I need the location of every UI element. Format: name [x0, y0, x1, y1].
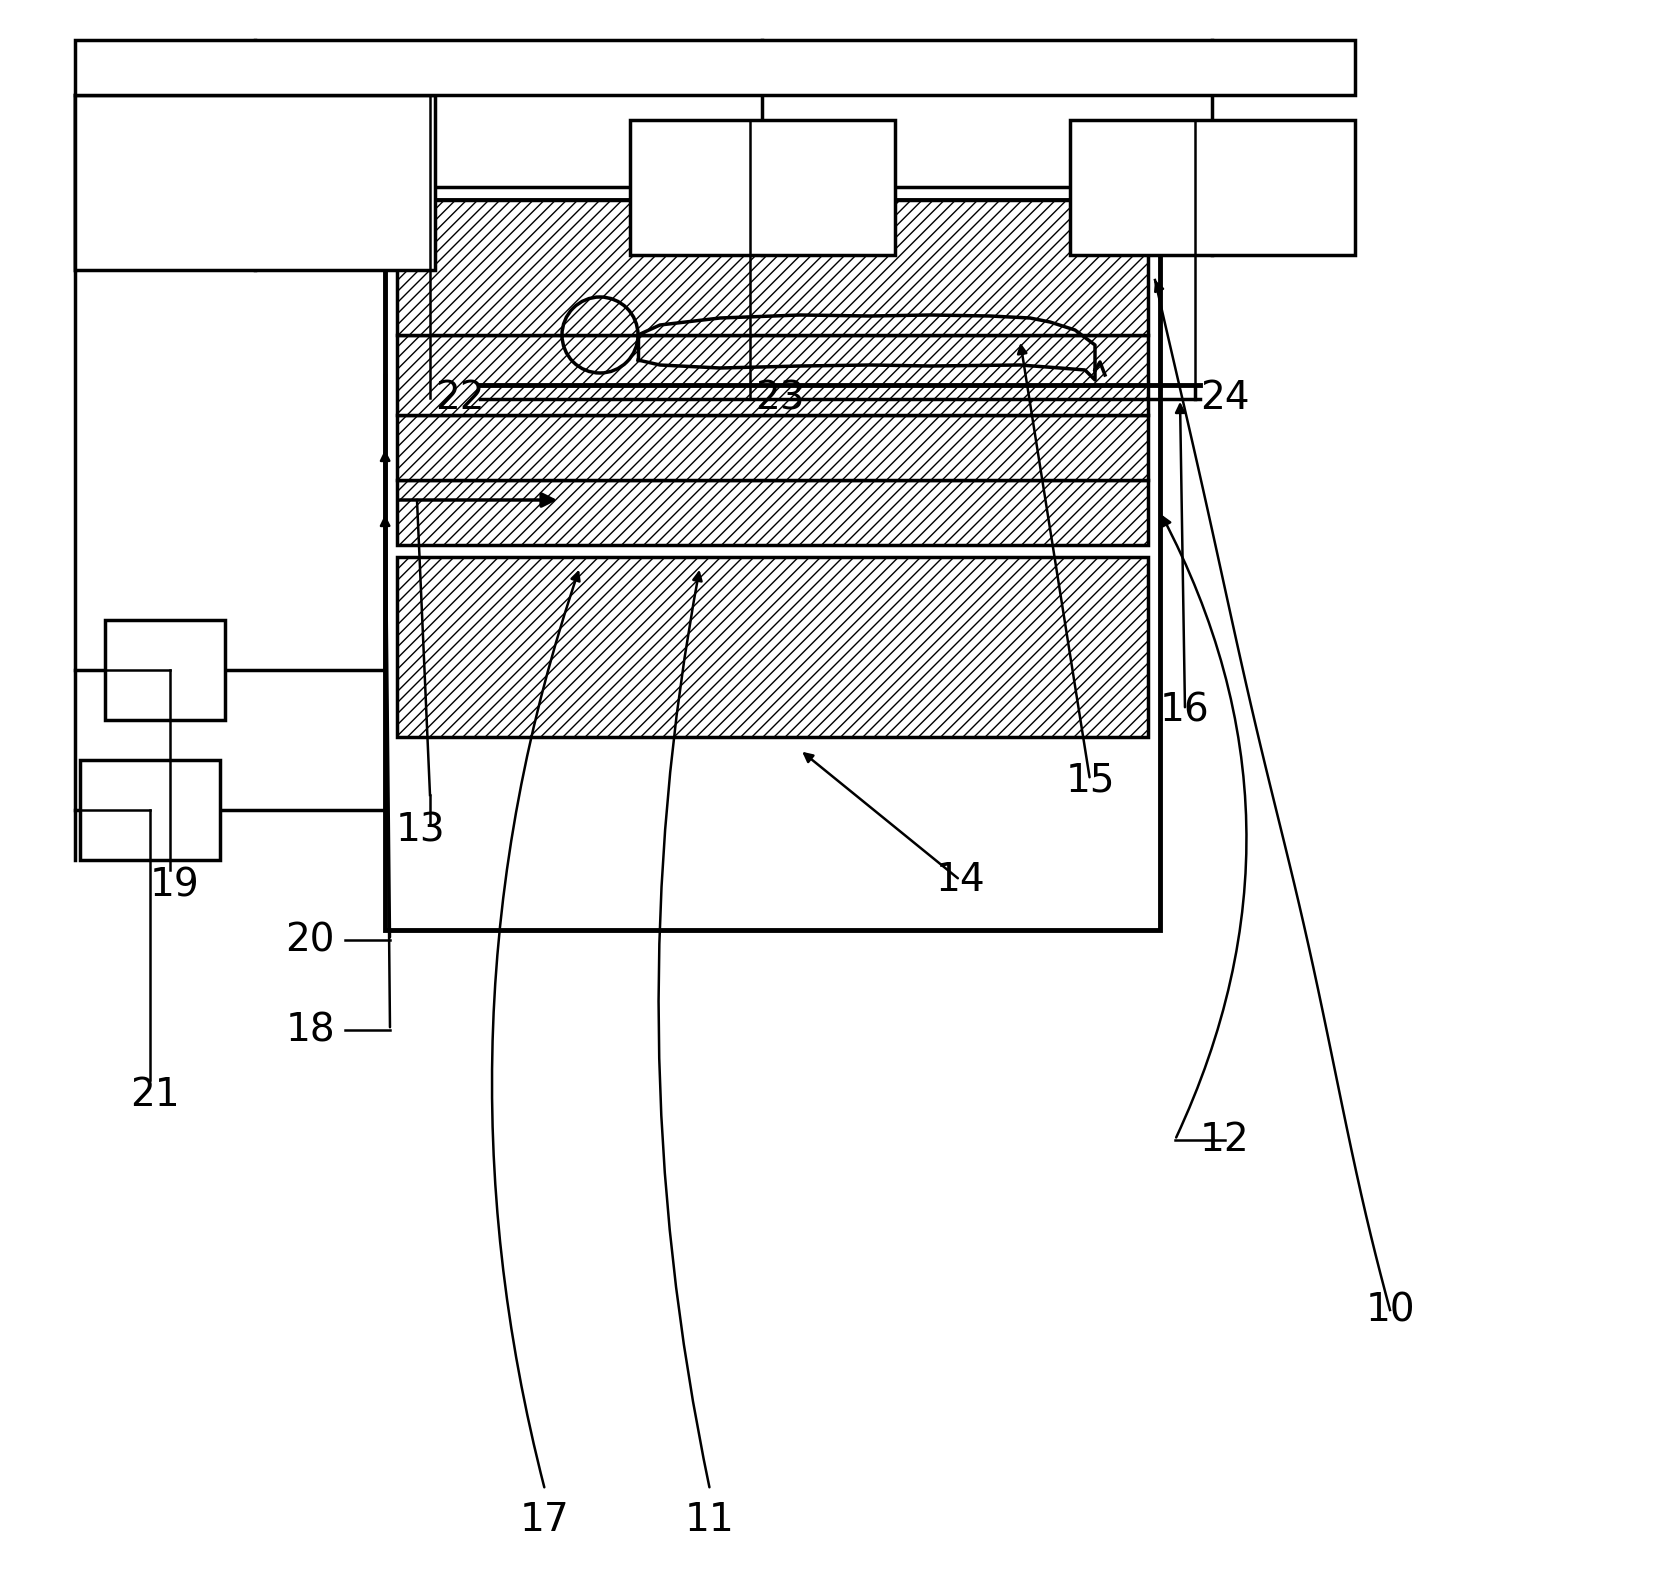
Text: 21: 21: [130, 1076, 180, 1115]
Text: 10: 10: [1365, 1291, 1415, 1329]
Text: 23: 23: [755, 378, 805, 417]
Text: 14: 14: [935, 862, 984, 898]
Text: 17: 17: [521, 1501, 570, 1539]
Text: 11: 11: [685, 1501, 735, 1539]
Text: 24: 24: [1201, 378, 1251, 417]
Text: 22: 22: [436, 378, 484, 417]
Text: 18: 18: [284, 1011, 334, 1049]
Bar: [80, 760, 220, 860]
Bar: [105, 620, 225, 720]
Text: 12: 12: [1201, 1121, 1251, 1159]
Bar: [397, 480, 1147, 545]
Bar: [386, 200, 1161, 930]
Text: 13: 13: [396, 811, 444, 849]
Bar: [75, 95, 436, 270]
Text: 15: 15: [1066, 762, 1114, 800]
Text: 20: 20: [286, 921, 334, 959]
Bar: [75, 40, 1355, 95]
Bar: [397, 415, 1147, 480]
Bar: [630, 119, 895, 254]
Bar: [397, 200, 1147, 335]
Text: 16: 16: [1161, 692, 1211, 728]
Bar: [397, 556, 1147, 738]
Text: 19: 19: [150, 867, 200, 905]
Bar: [1069, 119, 1355, 254]
Bar: [397, 335, 1147, 415]
